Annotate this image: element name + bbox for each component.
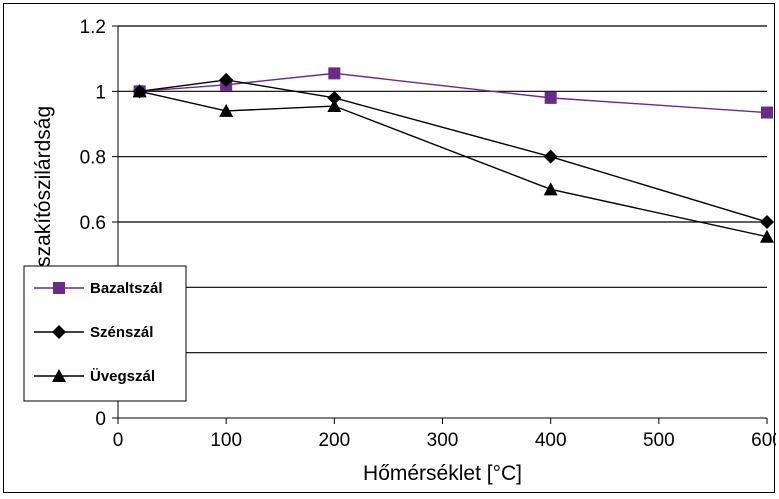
y-tick-label: 0.8 <box>80 148 106 169</box>
legend-label: Bazaltszál <box>90 280 163 297</box>
x-tick-label: 600 <box>751 430 776 451</box>
gridlines <box>118 25 767 354</box>
x-tick-label: 100 <box>210 430 242 451</box>
data-point-triangle <box>219 103 234 117</box>
data-point-triangle <box>543 182 558 196</box>
y-tick-label: 0.6 <box>80 213 106 234</box>
legend-label: Szénszál <box>90 324 153 341</box>
y-tick-label: 1 <box>95 82 106 103</box>
chart-frame: 00.20.40.60.811.2 0100200300400500600 Hő… <box>3 3 779 493</box>
legend-item: Szénszál <box>34 324 153 341</box>
legend: Bazaltszál Szénszál Üvegszál <box>23 265 187 402</box>
legend-item: Üvegszál <box>34 368 155 385</box>
series-line <box>139 90 768 238</box>
legend-marker-square <box>53 282 65 294</box>
data-point-triangle <box>132 84 147 98</box>
series-line <box>139 72 768 114</box>
legend-item: Bazaltszál <box>34 280 163 297</box>
data-point-diamond <box>219 72 234 87</box>
x-tick-label: 200 <box>318 430 350 451</box>
series-diamond <box>132 72 774 229</box>
x-tick-labels: 0 100 200 300 400 500 600 <box>113 430 779 451</box>
y-tick-label: 0 <box>95 409 106 430</box>
series-line <box>139 79 768 223</box>
x-tick-label: 0 <box>113 430 124 451</box>
y-tick-label: 1.2 <box>80 17 106 38</box>
legend-marker-triangle <box>52 369 66 382</box>
legend-marker-diamond <box>52 325 66 339</box>
data-point-square <box>761 106 773 119</box>
x-axis-title: Hőmérséklet [°C] <box>363 462 522 485</box>
data-point-diamond <box>760 215 774 229</box>
x-tick-label: 500 <box>643 430 675 451</box>
data-point-triangle <box>327 99 342 113</box>
data-point-triangle <box>760 229 774 243</box>
x-tick-label: 300 <box>427 430 459 451</box>
legend-label: Üvegszál <box>90 368 155 385</box>
data-point-diamond <box>327 90 342 105</box>
series-group <box>132 67 774 243</box>
data-point-diamond <box>543 149 558 164</box>
line-chart: 00.20.40.60.811.2 0100200300400500600 Hő… <box>23 17 779 485</box>
x-tick-label: 400 <box>535 430 567 451</box>
series-triangle <box>132 84 774 243</box>
data-point-square <box>328 67 341 80</box>
data-point-square <box>544 91 557 104</box>
